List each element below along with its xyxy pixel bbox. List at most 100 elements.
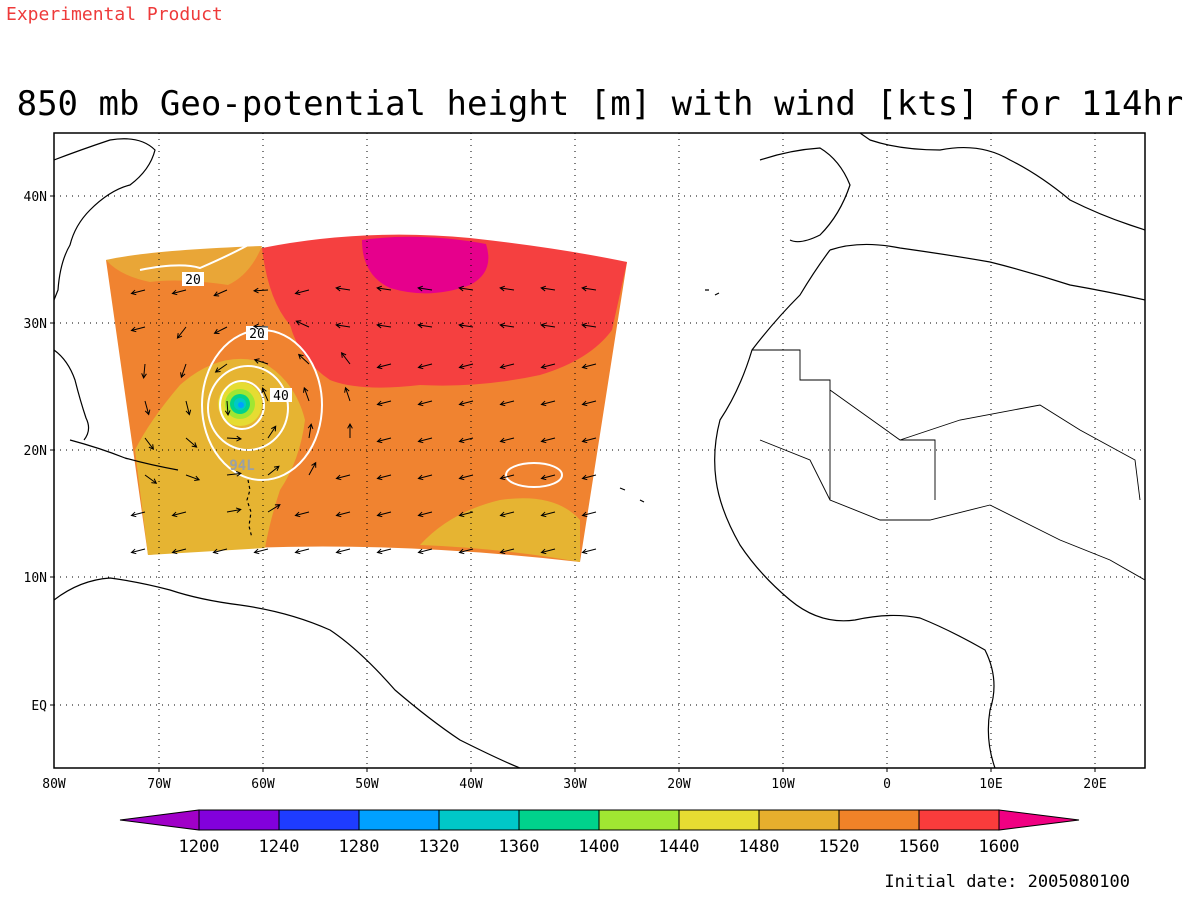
wind-arrow [376, 322, 392, 329]
wind-arrow [335, 511, 351, 518]
contour-label: 20 [185, 273, 201, 288]
lat-tick-label: EQ [31, 699, 47, 714]
wind-arrow [294, 289, 310, 296]
contour-20-east [505, 462, 563, 488]
wind-arrow [252, 323, 269, 330]
colorbar-tick-label: 1400 [579, 837, 620, 857]
colorbar-swatch [918, 809, 1000, 831]
colorbar-tick-label: 1520 [819, 837, 860, 857]
wind-arrow [226, 471, 242, 477]
wind-arrow [581, 400, 597, 407]
coastline-south-america [54, 577, 521, 768]
contour-label: 20 [249, 327, 265, 342]
wind-arrow [499, 363, 515, 370]
height-1520-region-southeast [420, 498, 580, 562]
colorbar-tick-label: 1200 [179, 837, 220, 857]
wind-arrow [581, 322, 597, 329]
colorbar-tick-label: 1240 [259, 837, 300, 857]
wind-arrow [171, 548, 187, 555]
lon-tick-label: 60W [251, 777, 275, 792]
lon-tick-label: 20W [667, 777, 691, 792]
wind-arrow [581, 363, 597, 370]
wind-arrow [540, 363, 556, 370]
wind-arrow [376, 363, 392, 370]
wind-arrow [540, 400, 556, 407]
wind-arrow [581, 474, 597, 481]
colorbar-high-arrow [998, 809, 1080, 831]
colorbar-swatch [518, 809, 600, 831]
wind-arrow [185, 437, 198, 448]
wind-arrow [176, 326, 187, 339]
wind-arrow [267, 465, 280, 476]
wind-arrow [417, 511, 433, 518]
lon-tick-label: 80W [42, 777, 66, 792]
wind-arrow [212, 548, 228, 555]
wind-arrow [417, 474, 433, 481]
country-borders [752, 349, 1145, 581]
wind-arrow [252, 287, 269, 294]
lon-tick-label: 30W [563, 777, 587, 792]
storm-id-label: 94L [229, 458, 254, 474]
initial-date-label: Initial date: 2005080100 [884, 872, 1130, 892]
lat-tick-label: 20N [24, 444, 47, 459]
lon-tick-label: 20E [1083, 777, 1106, 792]
wind-arrow [253, 358, 269, 365]
colorbar-tick-label: 1360 [499, 837, 540, 857]
contour-label: 40 [273, 389, 289, 404]
wind-arrow [458, 437, 474, 444]
wind-arrow [376, 511, 392, 518]
wind-arrow [376, 474, 392, 481]
wind-arrow [295, 320, 310, 328]
colorbar-swatch [438, 809, 520, 831]
colorbar-swatch [198, 809, 280, 831]
wind-arrow [214, 363, 228, 373]
colorbar-tick-label: 1280 [339, 837, 380, 857]
wind-arrow [335, 285, 351, 292]
colorbar-low-arrow [119, 809, 200, 831]
wind-arrow [335, 322, 351, 329]
longitude-axis: 80W 70W 60W 50W 40W 30W 20W 10W 0 10E 20… [42, 777, 1106, 792]
wind-arrow [581, 511, 597, 518]
wind-arrow [130, 289, 146, 296]
colorbar-swatch [278, 809, 360, 831]
wind-arrow [499, 474, 515, 481]
lesser-antilles [246, 479, 253, 539]
wind-arrow [499, 437, 515, 444]
wind-arrow [499, 548, 515, 555]
contour-40-storm [207, 365, 289, 451]
wind-arrow [307, 423, 314, 439]
wind-arrow [213, 326, 228, 334]
wind-arrow [130, 326, 146, 333]
wind-arrow [458, 322, 474, 329]
wind-arrow [224, 400, 231, 417]
wind-arrow [376, 400, 392, 407]
experimental-product-label: Experimental Product [6, 4, 223, 25]
wind-arrow [540, 437, 556, 444]
contour-20-north [139, 237, 301, 271]
wind-arrow [303, 386, 310, 402]
wind-arrow [261, 387, 269, 402]
wind-arrow [213, 289, 228, 297]
map-title: 850 mb Geo-potential height [m] with win… [17, 84, 1184, 124]
wind-arrow [458, 548, 474, 555]
colorbar-swatch [678, 809, 760, 831]
wind-arrow [458, 400, 474, 407]
wind-arrow [376, 548, 392, 555]
wind-arrow [294, 548, 310, 555]
lat-tick-label: 10N [24, 571, 47, 586]
wind-arrow [144, 437, 155, 451]
wind-arrow [130, 548, 146, 555]
wind-arrow [540, 548, 556, 555]
contour-labels: 20 20 40 [182, 272, 292, 404]
wind-arrow [308, 461, 317, 476]
coastline-north-america [54, 138, 156, 301]
colorbar-swatch [358, 809, 440, 831]
height-1600-region [262, 234, 627, 388]
wind-arrow [267, 504, 281, 513]
wind-arrow [185, 400, 192, 416]
wind-arrow [581, 285, 597, 292]
latitude-ticks [50, 195, 54, 706]
wind-arrow [144, 474, 158, 484]
wind-vectors [130, 285, 597, 555]
